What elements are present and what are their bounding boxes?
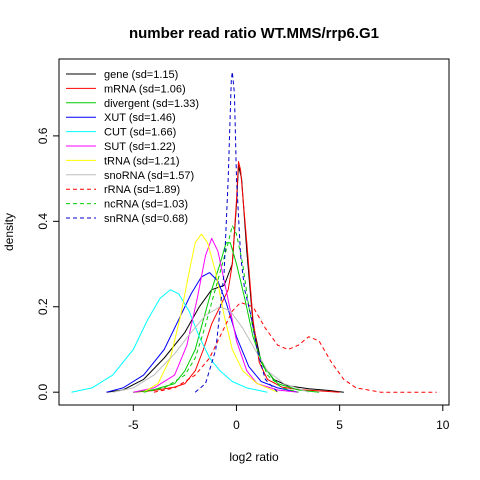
series-line-9 — [143, 225, 299, 393]
chart-title: number read ratio WT.MMS/rrp6.G1 — [129, 25, 379, 42]
legend-label: SUT (sd=1.22) — [104, 141, 176, 153]
plot-frame — [58, 58, 450, 406]
legend: gene (sd=1.15) mRNA (sd=1.06) divergent (s… — [66, 69, 199, 225]
x-axis: -5 0 5 10 — [128, 405, 450, 432]
series-line-3 — [106, 272, 299, 393]
series-line-8 — [153, 302, 437, 393]
series-line-4 — [71, 289, 268, 393]
series-line-10 — [194, 71, 279, 393]
series-line-2 — [133, 242, 320, 393]
legend-label: snRNA (sd=0.68) — [104, 213, 188, 225]
legend-label: rRNA (sd=1.89) — [104, 184, 180, 196]
x-tick-label: 10 — [436, 418, 450, 432]
x-tick-label: -5 — [128, 418, 139, 432]
y-tick-label: 0.4 — [36, 213, 50, 230]
series-line-6 — [143, 233, 278, 393]
legend-label: snoRNA (sd=1.57) — [104, 170, 194, 182]
x-tick-label: 5 — [336, 418, 343, 432]
legend-label: ncRNA (sd=1.03) — [104, 199, 188, 211]
x-axis-label: log2 ratio — [229, 450, 279, 464]
y-tick-label: 0.0 — [36, 384, 50, 401]
y-axis: 0.0 0.2 0.4 0.6 — [36, 127, 59, 401]
legend-label: XUT (sd=1.46) — [104, 112, 176, 124]
legend-label: tRNA (sd=1.21) — [104, 155, 180, 167]
legend-label: mRNA (sd=1.06) — [104, 83, 186, 95]
legend-label: divergent (sd=1.33) — [104, 98, 199, 110]
x-tick-label: 0 — [233, 418, 240, 432]
y-axis-label: density — [2, 213, 16, 251]
y-tick-label: 0.2 — [36, 298, 50, 315]
series-layer — [71, 71, 437, 393]
y-tick-label: 0.6 — [36, 127, 50, 144]
legend-label: CUT (sd=1.66) — [104, 127, 176, 139]
legend-label: gene (sd=1.15) — [104, 69, 178, 81]
